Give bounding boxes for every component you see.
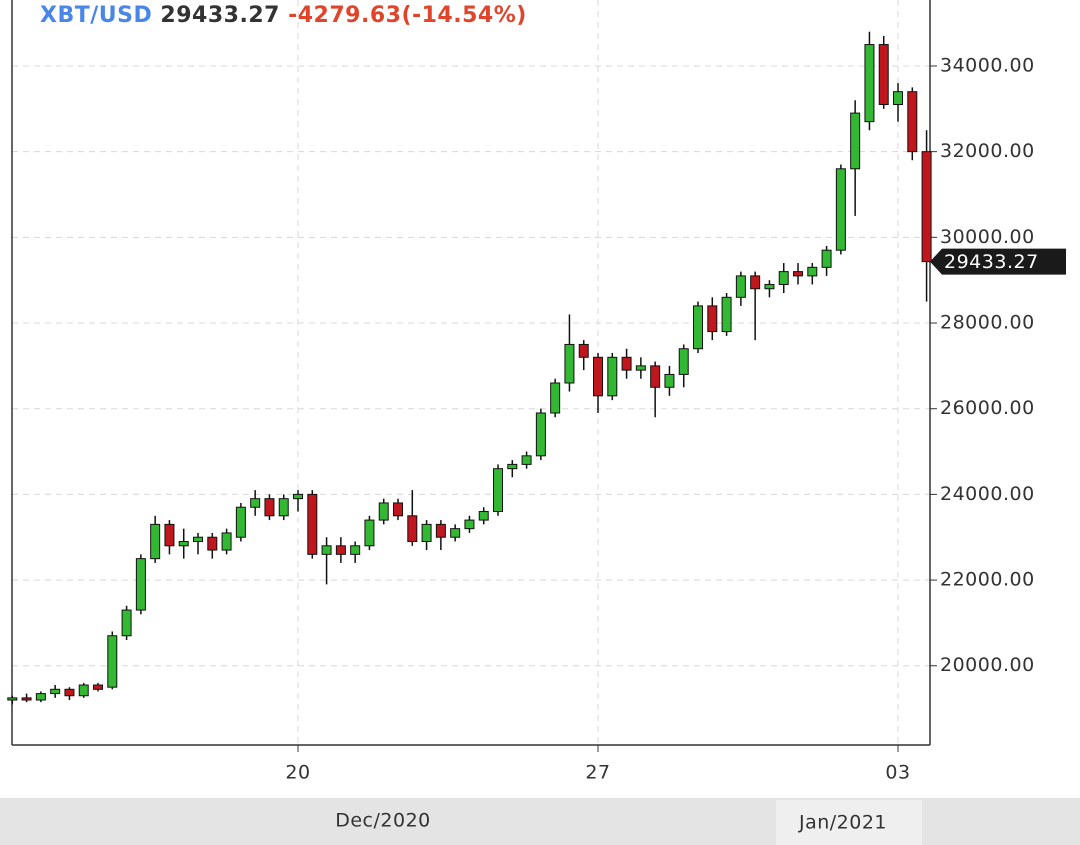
candle-body xyxy=(893,91,904,106)
candle-body xyxy=(50,688,61,695)
price: 29433.27 xyxy=(160,3,280,28)
last-price-label: 29433.27 xyxy=(944,251,1039,273)
candle-body xyxy=(235,506,246,538)
y-tick-label: 20000.00 xyxy=(940,654,1035,676)
candle-body xyxy=(850,112,861,170)
x-tick-label: 20 xyxy=(285,762,310,784)
candle-body xyxy=(835,168,846,251)
y-tick-label: 24000.00 xyxy=(940,483,1035,505)
period-box xyxy=(776,800,922,845)
candle-body xyxy=(421,523,432,543)
candle-body xyxy=(778,271,789,285)
x-tick-label: 27 xyxy=(585,762,610,784)
candle-body xyxy=(821,249,832,268)
candle-body xyxy=(878,44,889,106)
candle-body xyxy=(35,693,46,701)
candle-body xyxy=(364,519,375,547)
candle-body xyxy=(807,266,818,277)
candle-body xyxy=(478,511,489,521)
candle-body xyxy=(93,684,104,690)
y-tick-label: 28000.00 xyxy=(940,312,1035,334)
candle-body xyxy=(278,498,289,517)
candle-body xyxy=(621,356,632,371)
candle-body xyxy=(550,382,561,414)
candle-body xyxy=(293,493,304,500)
candle-body xyxy=(650,365,661,388)
candle-body xyxy=(78,684,89,697)
candle-body xyxy=(164,523,175,547)
y-tick-label: 32000.00 xyxy=(940,140,1035,162)
candle-body xyxy=(535,412,546,457)
candle-body xyxy=(721,296,732,333)
candle-body xyxy=(64,688,75,697)
candle-body xyxy=(864,44,875,123)
last-price-box xyxy=(930,248,1066,275)
candle-body xyxy=(250,498,261,508)
candle-body xyxy=(321,545,332,555)
candle-body xyxy=(707,305,718,333)
candle-body xyxy=(593,356,604,397)
candle-body xyxy=(907,91,918,153)
period-label: Dec/2020 xyxy=(335,810,431,832)
candle-body xyxy=(635,365,646,371)
candle-body xyxy=(378,502,389,521)
candle-body xyxy=(221,532,232,551)
candle-body xyxy=(135,558,146,611)
candle-body xyxy=(750,275,761,290)
candle-body xyxy=(393,502,404,517)
candle-body xyxy=(264,498,275,517)
candle-body xyxy=(578,343,589,358)
candle-body xyxy=(464,519,475,530)
period-label: Jan/2021 xyxy=(798,812,887,834)
candle-body xyxy=(693,305,704,350)
candle-body xyxy=(450,528,461,538)
candle-body xyxy=(435,523,446,538)
candle-body xyxy=(564,343,575,384)
candle-body xyxy=(207,536,218,551)
symbol: XBT/USD xyxy=(40,3,152,28)
y-tick-label: 30000.00 xyxy=(940,226,1035,248)
candle-body xyxy=(921,151,932,263)
candle-body xyxy=(307,493,318,555)
candle-body xyxy=(21,697,32,701)
chart-header: XBT/USD 29433.27 -4279.63(-14.54%) xyxy=(40,3,527,28)
candle-body xyxy=(350,545,361,555)
candle-body xyxy=(493,468,504,513)
y-tick-label: 34000.00 xyxy=(940,54,1035,76)
candle-body xyxy=(678,348,689,375)
candle-body xyxy=(121,609,132,637)
candle-body xyxy=(193,536,204,543)
candle-body xyxy=(7,697,18,701)
candle-body xyxy=(764,283,775,290)
x-tick-label: 03 xyxy=(885,762,910,784)
candle-body xyxy=(735,275,746,298)
candle-body xyxy=(607,356,618,397)
candle-body xyxy=(107,635,118,688)
candle-body xyxy=(507,463,518,470)
y-tick-label: 22000.00 xyxy=(940,569,1035,591)
candle-body xyxy=(335,545,346,555)
y-tick-label: 26000.00 xyxy=(940,397,1035,419)
candle-body xyxy=(793,271,804,277)
grid xyxy=(12,0,930,745)
change: -4279.63(-14.54%) xyxy=(288,3,527,28)
candle-body xyxy=(407,515,418,543)
candle-body xyxy=(150,523,161,560)
candle-body xyxy=(664,373,675,388)
candle-body xyxy=(521,455,532,465)
candle-body xyxy=(178,541,189,547)
